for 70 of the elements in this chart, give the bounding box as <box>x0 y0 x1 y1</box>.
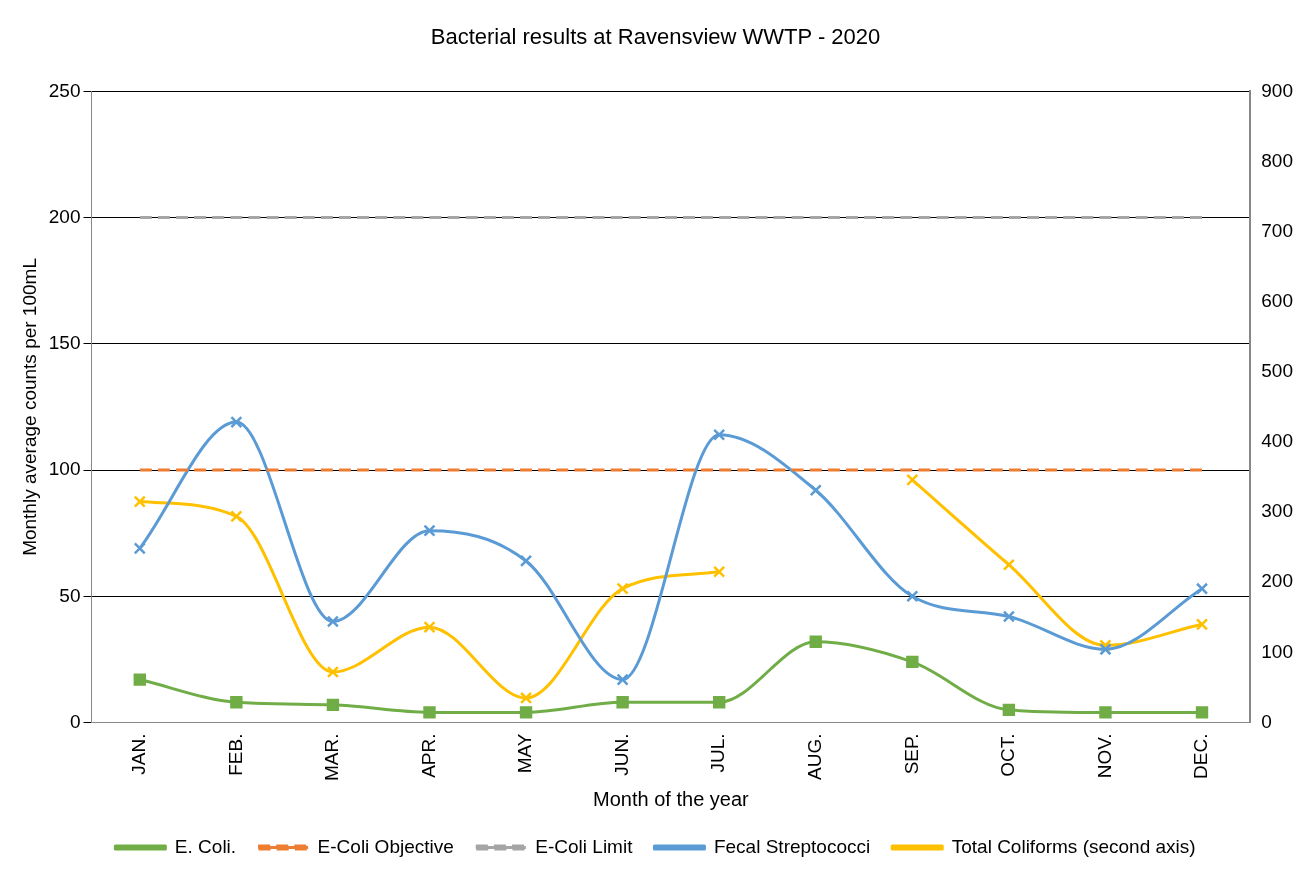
point <box>906 590 919 603</box>
point <box>326 615 340 628</box>
x-tick-label: MAR. <box>321 733 343 781</box>
x-tick-label: JAN. <box>128 733 150 775</box>
y2-tick-label: 400 <box>1261 430 1293 452</box>
point <box>230 696 243 709</box>
y2-tick-label: 900 <box>1261 79 1293 101</box>
point <box>423 524 436 537</box>
x-tick-label: SEP. <box>900 733 922 775</box>
x-tick-label: JUN. <box>610 733 632 776</box>
legend-label: E-Coli Limit <box>535 835 634 857</box>
y-tick-label: 250 <box>48 79 81 101</box>
point <box>712 696 726 709</box>
point <box>519 554 533 568</box>
point <box>133 673 146 686</box>
y-axis-title: Monthly average counts per 100mL <box>18 258 40 556</box>
point <box>616 673 629 686</box>
y-tick-label: 150 <box>48 332 81 354</box>
point <box>326 698 340 712</box>
point <box>906 655 919 669</box>
point <box>712 428 726 441</box>
point <box>809 635 822 648</box>
legend-label: Total Coliforms (second axis) <box>951 835 1196 857</box>
y2-tick-label: 300 <box>1261 500 1293 522</box>
x-tick-label: FEB. <box>224 733 246 776</box>
point <box>906 473 919 487</box>
point <box>616 696 629 709</box>
point <box>423 706 436 719</box>
y2-tick-label: 200 <box>1261 570 1293 592</box>
point <box>133 495 146 508</box>
point <box>230 415 243 429</box>
legend-label: Fecal Streptococci <box>713 835 871 857</box>
y2-tick-label: 800 <box>1261 149 1293 171</box>
x-tick-label: APR. <box>417 733 439 778</box>
y-tick-label: 200 <box>48 205 81 227</box>
point <box>1195 618 1209 631</box>
x-tick-label: NOV. <box>1093 733 1115 779</box>
y-tick-label: 100 <box>48 458 81 480</box>
x-tick-label: OCT. <box>997 733 1019 777</box>
y2-tick-label: 600 <box>1261 290 1293 311</box>
point <box>519 691 533 705</box>
point <box>1002 703 1016 717</box>
y2-tick-label: 500 <box>1261 360 1293 382</box>
y2-tick-label: 0 <box>1261 710 1272 732</box>
x-tick-label: AUG. <box>803 733 825 780</box>
chart-title: Bacterial results at Ravensview WWTP - 2020 <box>430 24 881 50</box>
point <box>809 484 822 497</box>
x-axis-title: Month of the year <box>593 787 750 810</box>
x-tick-label: MAY <box>514 733 536 774</box>
y2-tick-label: 100 <box>1261 640 1293 662</box>
point <box>519 706 533 719</box>
point <box>423 620 436 634</box>
x-tick-label: DEC. <box>1190 733 1212 779</box>
point <box>1099 706 1112 719</box>
point <box>1195 706 1209 719</box>
point <box>133 542 146 555</box>
point <box>326 665 340 679</box>
y-tick-label: 0 <box>69 710 81 732</box>
legend-label: E-Coli Objective <box>317 835 454 857</box>
x-tick-label: JUL. <box>707 733 729 773</box>
point <box>712 565 726 578</box>
point <box>1002 558 1016 571</box>
y-tick-label: 50 <box>59 584 81 606</box>
point <box>1002 610 1016 623</box>
legend-label: E. Coli. <box>174 835 237 857</box>
y2-tick-label: 700 <box>1261 219 1293 241</box>
point <box>616 582 629 595</box>
point <box>1099 643 1112 656</box>
point <box>1195 582 1209 595</box>
point <box>230 510 243 523</box>
